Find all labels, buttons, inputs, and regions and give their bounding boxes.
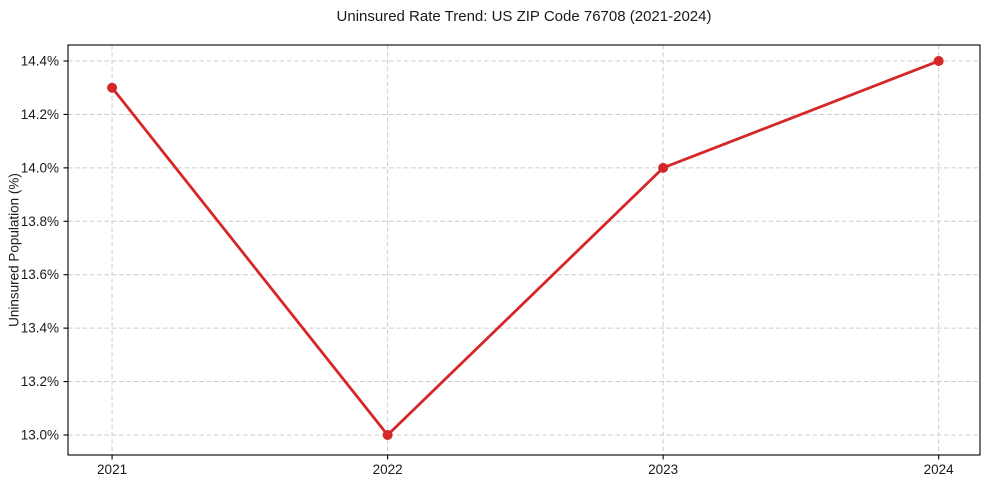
plot-border xyxy=(67,44,981,456)
y-tick-label: 13.0% xyxy=(21,427,59,442)
y-tick-label: 14.2% xyxy=(21,107,59,122)
x-tick-label: 2023 xyxy=(648,462,678,477)
y-tick-label: 13.8% xyxy=(21,214,59,229)
chart-title: Uninsured Rate Trend: US ZIP Code 76708 … xyxy=(336,8,712,25)
data-point-marker xyxy=(107,82,118,93)
y-tick-label: 13.2% xyxy=(21,374,59,389)
x-tick-label: 2024 xyxy=(924,462,955,477)
trend-line xyxy=(110,59,941,437)
data-point-marker xyxy=(933,56,944,67)
y-tick-label: 14.4% xyxy=(21,54,59,69)
x-tick-label: 2021 xyxy=(97,462,127,477)
y-tick-label: 14.0% xyxy=(21,160,59,175)
y-tick-label: 13.4% xyxy=(21,321,59,336)
y-tick-label: 13.6% xyxy=(21,267,59,282)
data-point-marker xyxy=(658,162,669,173)
x-tick-label: 2022 xyxy=(373,462,403,477)
data-point-marker xyxy=(382,429,393,440)
